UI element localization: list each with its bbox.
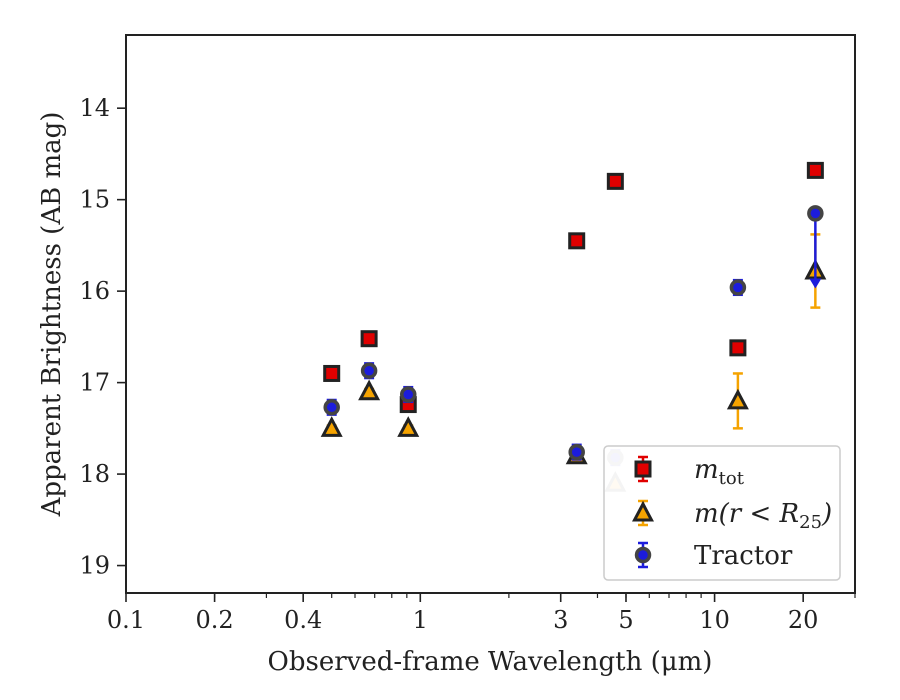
- marker-circle: [360, 362, 378, 379]
- marker-circle: [807, 205, 824, 222]
- x-tick-label: 5: [618, 606, 633, 634]
- y-tick-label: 19: [79, 552, 110, 580]
- point-square: [806, 161, 824, 179]
- x-tick-label: 20: [788, 606, 819, 634]
- marker-square: [806, 161, 824, 179]
- legend-entry: m(r < R25): [632, 499, 832, 533]
- marker-square: [729, 339, 747, 357]
- legend-marker-circle: [634, 546, 652, 564]
- point-circle: [360, 362, 378, 380]
- legend-entry: mtot: [634, 455, 745, 489]
- point-triangle: [320, 416, 343, 437]
- point-circle: [729, 278, 747, 297]
- y-tick-label: 14: [79, 94, 110, 122]
- legend-frame: [603, 445, 841, 581]
- point-circle: [399, 385, 417, 404]
- point-triangle: [358, 379, 381, 401]
- y-tick-label: 15: [79, 186, 110, 214]
- marker-circle: [568, 443, 585, 461]
- point-square: [568, 232, 586, 250]
- plot-frame: [125, 34, 856, 594]
- point-circle: [568, 443, 585, 461]
- marker-circle: [399, 386, 417, 403]
- point-square: [323, 364, 341, 382]
- y-tick-label: 16: [79, 277, 110, 305]
- marker-square: [568, 232, 586, 250]
- x-tick-label: 1: [413, 606, 428, 634]
- point-circle: [323, 398, 340, 416]
- marker-triangle: [397, 416, 420, 437]
- point-square: [729, 339, 747, 357]
- legend-label: mtot: [694, 455, 745, 489]
- legend-entry: Tractor: [634, 541, 793, 571]
- marker-triangle: [320, 416, 343, 437]
- point-square: [360, 330, 378, 348]
- marker-triangle: [726, 388, 749, 410]
- legend: mtot m(r < R25) Tractor: [603, 445, 841, 581]
- marker-square: [323, 364, 341, 382]
- y-axis-title: Apparent Brightness (AB mag): [37, 112, 67, 518]
- point-triangle: [726, 372, 749, 430]
- y-axis-ticks: 14 15 16 17 18 19: [79, 94, 126, 580]
- marker-triangle: [358, 379, 381, 401]
- y-tick-label: 18: [79, 460, 110, 488]
- legend-label: Tractor: [694, 541, 793, 571]
- marker-circle: [323, 399, 340, 416]
- legend-label: m(r < R25): [694, 499, 832, 533]
- x-axis-title: Observed-frame Wavelength (μm): [268, 647, 713, 677]
- point-square: [606, 172, 624, 190]
- point-circle: [807, 205, 824, 289]
- upper-limit-arrow: [809, 278, 822, 289]
- marker-square: [360, 330, 378, 348]
- x-tick-label: 3: [553, 606, 568, 634]
- x-tick-label: 0.2: [196, 606, 234, 634]
- point-triangle: [397, 416, 420, 437]
- marker-square: [606, 172, 624, 190]
- x-axis-ticks: 0.1 0.2 0.4 1 3 5 10 20: [107, 593, 856, 634]
- marker-circle: [729, 279, 747, 296]
- y-tick-label: 17: [79, 369, 110, 397]
- legend-marker-triangle: [632, 500, 654, 522]
- x-tick-label: 0.1: [107, 606, 145, 634]
- legend-marker-square: [634, 460, 652, 478]
- x-tick-label: 0.4: [284, 606, 322, 634]
- x-tick-label: 10: [699, 606, 730, 634]
